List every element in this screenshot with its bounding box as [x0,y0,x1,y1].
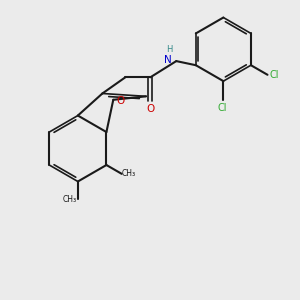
Text: N: N [164,55,172,64]
Text: Cl: Cl [217,103,227,112]
Text: O: O [117,96,125,106]
Text: H: H [167,45,173,54]
Text: CH₃: CH₃ [122,169,136,178]
Text: Cl: Cl [270,70,279,80]
Text: O: O [147,104,155,114]
Text: CH₃: CH₃ [62,195,76,204]
